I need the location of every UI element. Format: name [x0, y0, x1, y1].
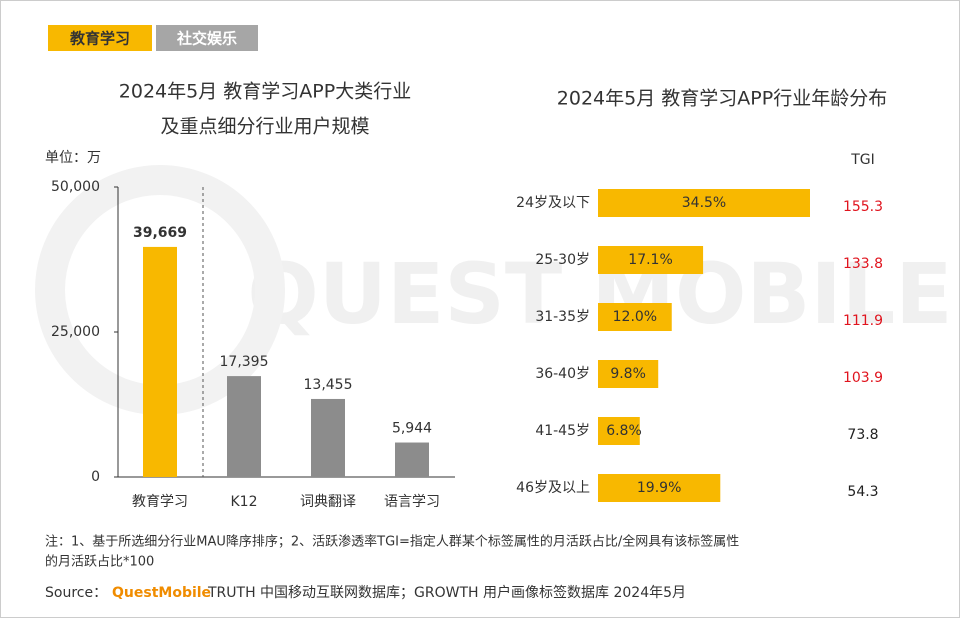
tab[interactable]	[156, 25, 258, 51]
y-tick-label: 46岁及以上	[516, 480, 590, 496]
tgi-value: 133.8	[843, 256, 883, 272]
x-tick-label: 语言学习	[384, 494, 440, 510]
value-label: 12.0%	[613, 309, 657, 325]
value-label: 17,395	[220, 354, 269, 370]
bar	[598, 474, 721, 502]
note: 的月活跃占比*100	[45, 554, 154, 570]
note: 注：1、基于所选细分行业MAU降序排序；2、活跃渗透率TGI=指定人群某个标签属…	[45, 534, 739, 550]
value-label: 17.1%	[628, 252, 672, 268]
y-tick-label: 31-35岁	[535, 309, 590, 325]
value-label: 9.8%	[610, 366, 646, 382]
unit-label: 单位：万	[45, 150, 101, 166]
bar	[311, 398, 345, 477]
y-tick-label: 24岁及以下	[516, 195, 590, 211]
tgi-value: 111.9	[843, 313, 883, 329]
bar	[143, 246, 177, 477]
y-tick-label: 36-40岁	[535, 366, 590, 382]
bar	[598, 360, 659, 388]
tgi-value: 54.3	[847, 484, 878, 500]
bar	[395, 442, 429, 477]
y-tick-label: 41-45岁	[535, 423, 590, 439]
tgi-value: 155.3	[843, 199, 883, 215]
x-tick-label: 教育学习	[132, 494, 188, 510]
tgi-value: 73.8	[847, 427, 878, 443]
chart-title: 2024年5月 教育学习APP行业年龄分布	[557, 88, 887, 110]
bar	[598, 303, 672, 331]
y-tick-label: 0	[91, 469, 100, 485]
x-tick-label: K12	[231, 494, 258, 510]
tab-label[interactable]: 社交娱乐	[176, 30, 237, 48]
tab-active[interactable]	[48, 25, 152, 51]
bar	[227, 376, 261, 477]
value-label: 5,944	[392, 421, 432, 437]
tgi-header: TGI	[850, 152, 875, 168]
value-label: 34.5%	[682, 195, 726, 211]
value-label: 39,669	[133, 225, 187, 241]
y-tick-label: 25-30岁	[535, 252, 590, 268]
y-tick-label: 50,000	[51, 179, 100, 195]
x-tick-label: 词典翻译	[300, 494, 356, 510]
value-label: 13,455	[304, 377, 353, 393]
source-brand: QuestMobile	[112, 585, 211, 601]
source-text: TRUTH 中国移动互联网数据库；GROWTH 用户画像标签数据库 2024年5…	[207, 584, 686, 601]
value-label: 6.8%	[606, 423, 642, 439]
bar	[598, 246, 704, 274]
chart-title: 及重点细分行业用户规模	[160, 116, 369, 138]
bar	[598, 417, 640, 445]
y-tick-label: 25,000	[51, 324, 100, 340]
chart-title: 2024年5月 教育学习APP大类行业	[119, 81, 411, 103]
bar	[598, 189, 810, 217]
source-label: Source：	[45, 585, 107, 601]
tgi-value: 103.9	[843, 370, 883, 386]
value-label: 19.9%	[637, 480, 681, 496]
tab-label[interactable]: 教育学习	[69, 30, 130, 48]
